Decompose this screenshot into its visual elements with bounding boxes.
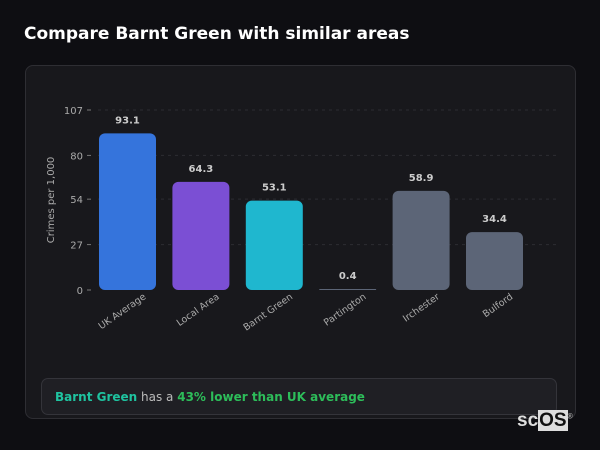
y-tick-label: 54 — [70, 195, 83, 206]
y-tick-label: 27 — [70, 241, 83, 252]
y-axis-label: Crimes per 1,000 — [46, 157, 57, 244]
data-label: 58.9 — [409, 173, 434, 184]
y-tick-label: 107 — [64, 106, 83, 117]
logo: scOS® — [517, 410, 573, 431]
summary-comparison: 43% lower than UK average — [177, 390, 365, 404]
data-label: 93.1 — [115, 115, 140, 126]
summary-area: Barnt Green — [55, 390, 138, 404]
bar — [172, 181, 230, 290]
x-tick-label: Irchester — [401, 291, 442, 324]
bar — [319, 289, 377, 290]
summary-text: has a — [137, 390, 178, 404]
y-tick-label: 0 — [77, 286, 83, 297]
bar — [245, 200, 303, 290]
x-tick-label: Barnt Green — [242, 291, 296, 333]
bar — [392, 190, 450, 290]
x-tick-label: Partington — [322, 291, 368, 328]
page-title: Compare Barnt Green with similar areas — [24, 24, 410, 44]
data-label: 64.3 — [189, 164, 214, 175]
y-tick-label: 80 — [70, 151, 83, 162]
data-label: 34.4 — [482, 214, 507, 225]
summary-box: Barnt Green has a 43% lower than UK aver… — [41, 378, 557, 415]
data-label: 53.1 — [262, 183, 287, 194]
bar — [99, 133, 156, 290]
bar — [466, 232, 523, 290]
x-tick-label: Local Area — [175, 291, 222, 328]
x-tick-label: UK Average — [97, 291, 149, 332]
x-tick-label: Bulford — [481, 291, 515, 320]
data-label: 0.4 — [339, 271, 357, 282]
